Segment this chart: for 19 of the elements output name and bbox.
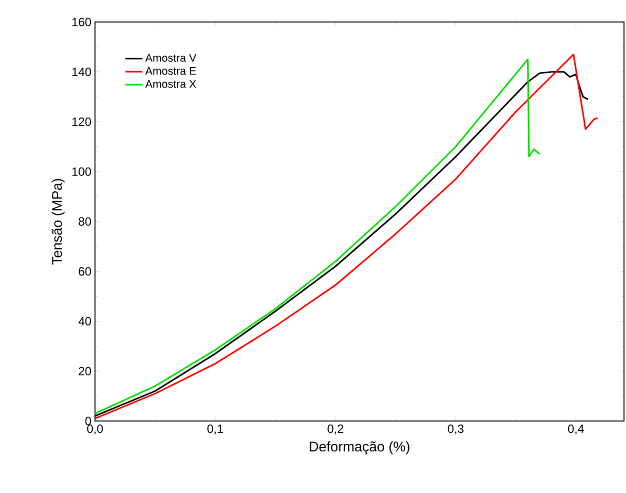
y-axis-title: Tensão (MPa) [52,178,65,265]
y-tick-label: 160 [72,18,92,26]
y-tick-label: 120 [72,118,92,126]
y-tick-label: 0 [85,416,92,426]
x-tick-label: 0,2 [328,424,344,434]
y-tick-label: 40 [78,317,92,326]
y-tick-label: 140 [72,68,92,76]
legend-label: Amostra E [145,67,196,75]
y-tick-label: 100 [72,167,92,176]
x-tick-label: 0,0 [87,424,103,434]
x-tick-label: 0,1 [207,424,223,434]
y-tick-label: 60 [78,267,92,276]
legend-label: Amostra X [145,80,196,88]
y-tick-label: 80 [78,217,92,226]
x-tick-label: 0,3 [448,424,464,434]
x-axis-title: Deformação (%) [310,441,410,454]
y-tick-label: 20 [78,366,92,376]
x-tick-label: 0,4 [568,424,584,434]
legend-label: Amostra V [145,54,196,62]
